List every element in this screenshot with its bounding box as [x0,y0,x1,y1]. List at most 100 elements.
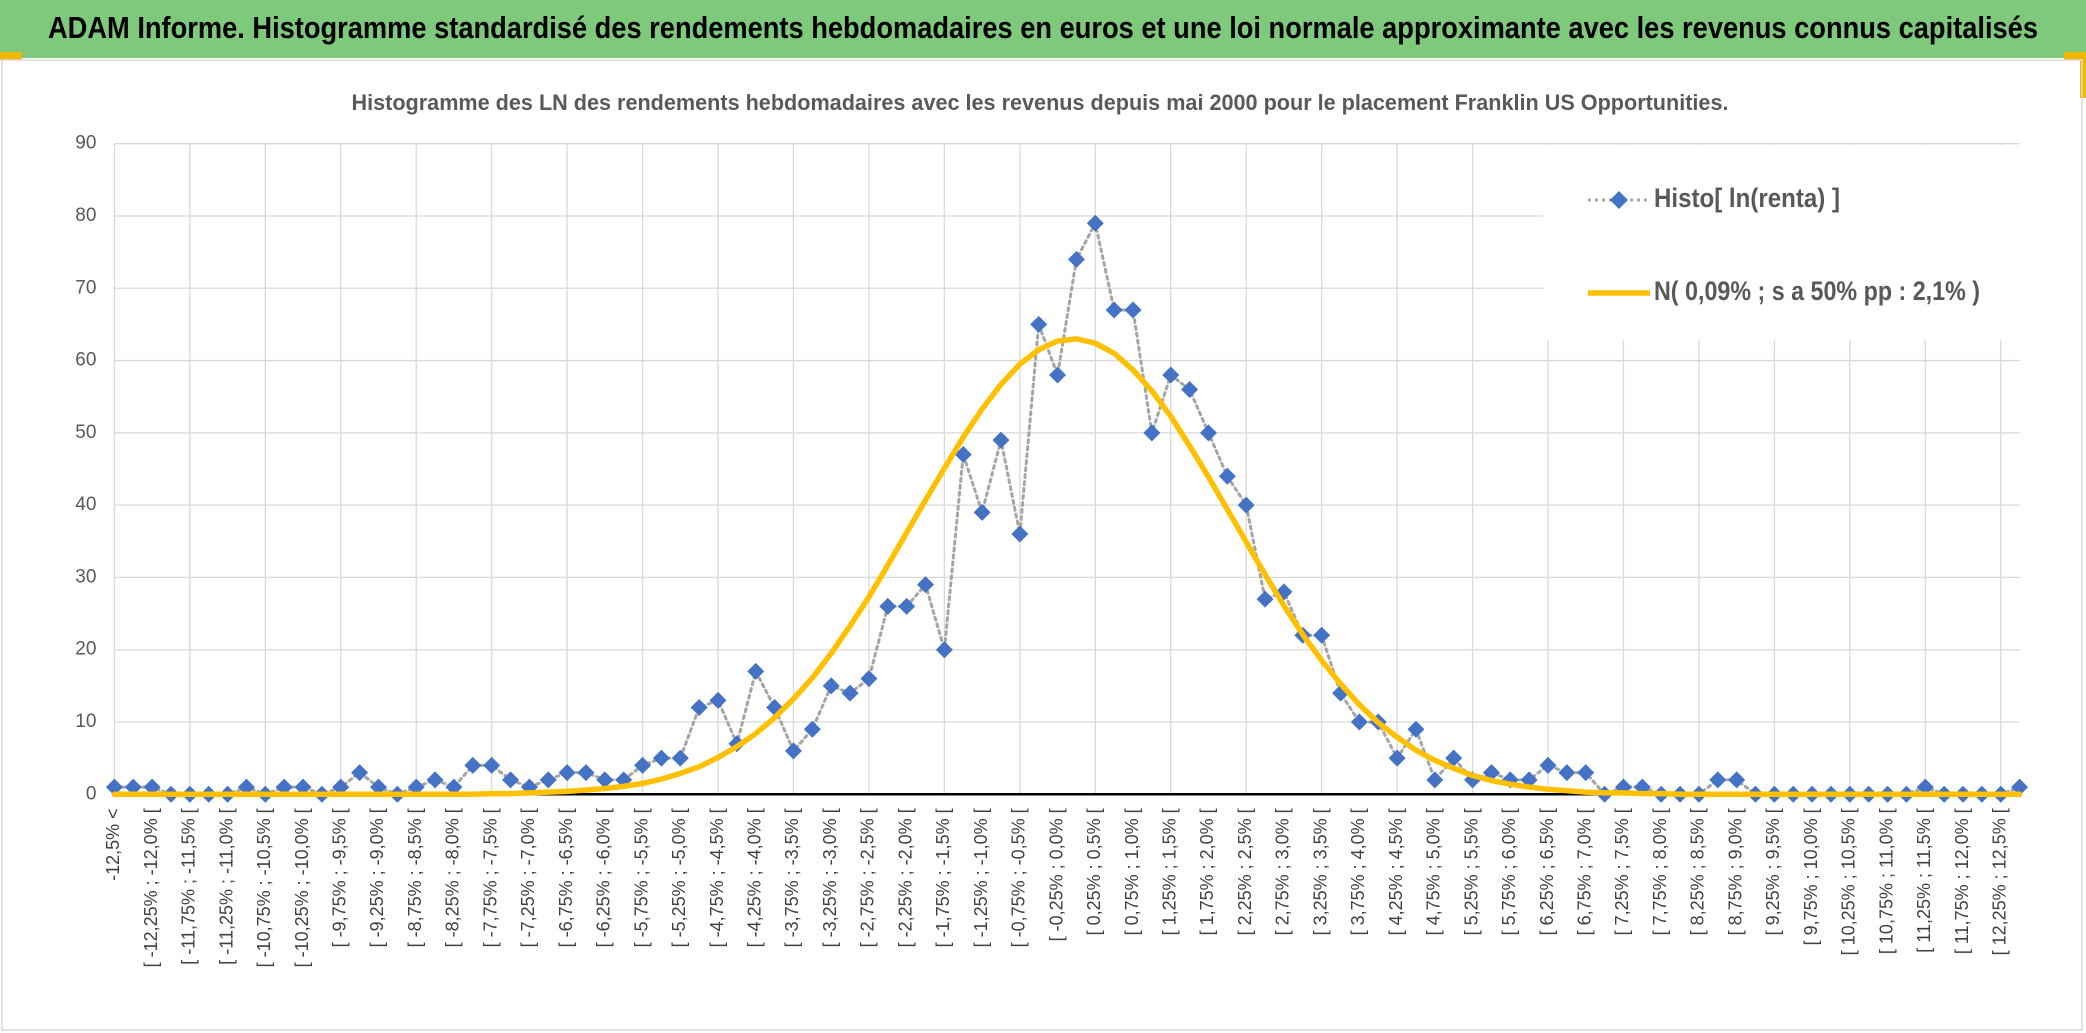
data-point [275,778,293,796]
x-tick-label: [ -2,25% ; -2,0% [ [895,808,915,947]
y-tick-label: 70 [75,277,96,298]
legend-label: Histo[ ln(renta) ] [1654,183,1840,213]
y-tick-label: 10 [75,711,96,732]
x-tick-label: [ 7,75% ; 8,0% [ [1650,808,1670,935]
data-point [1162,366,1180,384]
x-tick-label: [ 11,25% ; 11,5% [ [1914,808,1934,952]
data-point [1237,496,1255,514]
data-point [105,778,123,796]
data-point [822,677,840,695]
y-tick-label: 60 [75,350,96,371]
data-point [1313,626,1331,644]
data-point [1426,771,1444,789]
header-banner [0,0,2086,58]
data-point [709,691,727,709]
x-tick-label: [ 5,75% ; 6,0% [ [1499,808,1519,935]
data-point [1086,214,1104,232]
data-point [1916,778,1934,796]
data-point [558,764,576,782]
x-tick-label: [ 8,75% ; 9,0% [ [1725,808,1745,935]
x-tick-label: [ 1,75% ; 2,0% [ [1197,808,1217,935]
data-point [784,742,802,760]
data-point [426,771,444,789]
data-point [1199,424,1217,442]
data-point [917,576,935,594]
data-point [1350,713,1368,731]
data-point [1558,764,1576,782]
data-point [577,764,595,782]
page-title: ADAM Informe. Histogramme standardisé de… [48,10,2038,45]
data-point [483,756,501,774]
data-point [237,778,255,796]
chart-frame [1,59,2083,1031]
data-point [1143,424,1161,442]
x-tick-label: [ -4,75% ; -4,5% [ [707,808,727,947]
x-tick-label: [ -0,75% ; -0,5% [ [1009,808,1029,947]
data-point [143,778,161,796]
x-tick-label: [ -6,75% ; -6,5% [ [556,808,576,947]
x-tick-label: [ 4,25% ; 4,5% [ [1386,808,1406,935]
x-tick-label: [ 9,25% ; 9,5% [ [1763,808,1783,935]
data-point [841,684,859,702]
data-point [860,670,878,688]
chart-title: Histogramme des LN des rendements hebdom… [352,90,1729,115]
x-tick-label: [ 8,25% ; 8,5% [ [1688,808,1708,935]
data-point [1388,749,1406,767]
data-point [1445,749,1463,767]
x-tick-label: [ -8,75% ; -8,5% [ [405,808,425,947]
corner-mark [2064,52,2086,60]
data-point [747,662,765,680]
legend-box [1543,145,2022,340]
data-point [935,641,953,659]
x-tick-label: [ 6,25% ; 6,5% [ [1537,808,1557,935]
x-tick-label: [ 2,75% ; 3,0% [ [1273,808,1293,935]
x-tick-label: [ -12,25% ; -12,0% [ [141,808,161,967]
data-point [1181,380,1199,398]
x-tick-label: [ -7,75% ; -7,5% [ [480,808,500,947]
data-point [294,778,312,796]
x-tick-label: [ 3,25% ; 3,5% [ [1310,808,1330,935]
x-tick-label: [ -8,25% ; -8,0% [ [443,808,463,947]
data-point [539,771,557,789]
x-tick-label: [ 4,75% ; 5,0% [ [1424,808,1444,935]
x-tick-label: [ -7,25% ; -7,0% [ [518,808,538,947]
x-tick-label: [ -11,25% ; -11,0% [ [216,808,236,964]
data-point [332,778,350,796]
data-point [634,756,652,774]
data-point [407,778,425,796]
data-point [1218,467,1236,485]
x-tick-label: [ 9,75% ; 10,0% [ [1801,808,1821,945]
data-point [1709,771,1727,789]
data-point [1256,590,1274,608]
series-line [111,336,2023,798]
x-tick-label: [ -1,25% ; -1,0% [ [971,808,991,947]
x-tick-label: [ 1,25% ; 1,5% [ [1159,808,1179,935]
x-tick-label: [ 0,75% ; 1,0% [ [1122,808,1142,935]
x-tick-label: [ -1,75% ; -1,5% [ [933,808,953,947]
x-tick-label: [ 12,25% ; 12,5% [ [1989,808,2009,955]
data-point [1049,366,1067,384]
x-tick-label: [ -11,75% ; -11,5% [ [179,808,199,964]
data-point [2011,778,2029,796]
x-tick-label: [ 0,25% ; 0,5% [ [1084,808,1104,935]
x-tick-label: [ 10,75% ; 11,0% [ [1876,808,1896,954]
data-point [1577,764,1595,782]
x-tick-label: [ 2,25% ; 2,5% [ [1235,808,1255,935]
x-tick-label: -12,5% < [103,808,123,881]
data-point [1011,525,1029,543]
x-tick-label: [ -10,25% ; -10,0% [ [292,808,312,967]
data-point [1067,250,1085,268]
data-point [369,778,387,796]
data-point [879,597,897,615]
data-point [690,699,708,717]
x-tick-label: [ -9,25% ; -9,0% [ [367,808,387,947]
y-tick-label: 30 [75,566,96,587]
data-point [1728,771,1746,789]
data-point [1030,315,1048,333]
y-tick-label: 80 [75,205,96,226]
x-tick-label: [ -4,25% ; -4,0% [ [745,808,765,947]
data-point [992,431,1010,449]
data-point [445,778,463,796]
